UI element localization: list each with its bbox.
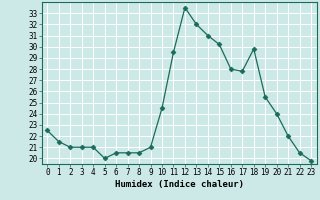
X-axis label: Humidex (Indice chaleur): Humidex (Indice chaleur) (115, 180, 244, 189)
